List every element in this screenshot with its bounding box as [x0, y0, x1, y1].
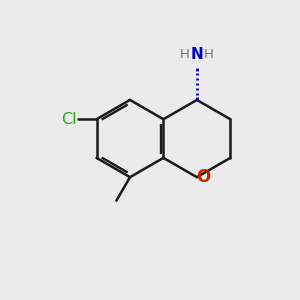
- Text: O: O: [196, 168, 210, 186]
- Text: N: N: [190, 47, 203, 62]
- Text: Cl: Cl: [61, 112, 77, 127]
- Text: H: H: [180, 48, 190, 61]
- Text: H: H: [204, 48, 214, 61]
